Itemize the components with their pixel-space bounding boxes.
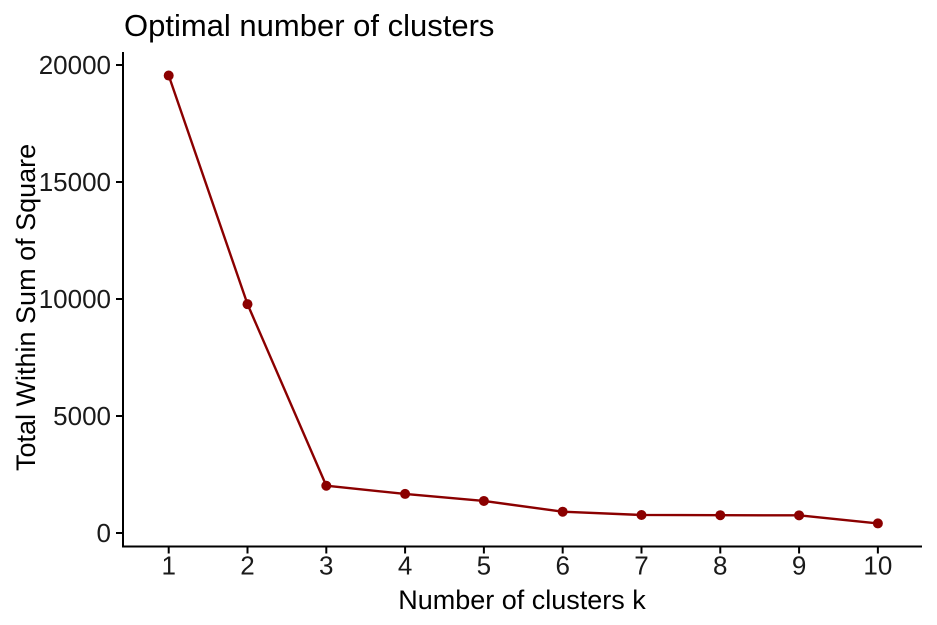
data-point-k8 [715, 510, 726, 521]
x-tick-label: 1 [161, 551, 175, 581]
data-point-k9 [794, 510, 805, 521]
data-point-k6 [557, 506, 568, 517]
x-tick-label: 10 [863, 551, 892, 581]
y-tick-label: 10000 [39, 284, 111, 314]
x-tick-label: 4 [398, 551, 412, 581]
data-point-k7 [636, 509, 647, 520]
data-point-k1 [163, 70, 174, 81]
y-tick-label: 20000 [39, 50, 111, 80]
x-tick-label: 5 [477, 551, 491, 581]
x-tick-label: 9 [792, 551, 806, 581]
x-axis-title: Number of clusters k [398, 585, 646, 615]
data-point-k2 [242, 299, 253, 310]
plot-title: Optimal number of clusters [124, 8, 495, 43]
x-tick-label: 7 [634, 551, 648, 581]
x-tick-label: 6 [555, 551, 569, 581]
y-tick-label: 15000 [39, 167, 111, 197]
x-tick-label: 2 [240, 551, 254, 581]
x-tick-label: 3 [319, 551, 333, 581]
y-tick-label: 5000 [53, 401, 111, 431]
data-point-k4 [400, 488, 411, 499]
wss-line [167, 75, 878, 525]
data-point-k5 [478, 495, 489, 506]
data-point-k10 [872, 518, 883, 529]
data-point-k3 [321, 480, 332, 491]
x-tick-label: 8 [713, 551, 727, 581]
y-tick-label: 0 [97, 518, 111, 548]
